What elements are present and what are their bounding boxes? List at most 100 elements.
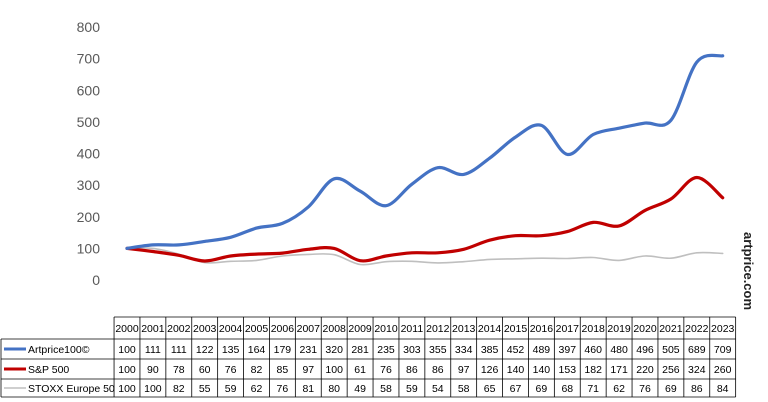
table-cell: 71: [587, 383, 599, 395]
y-tick-label: 600: [77, 82, 101, 98]
x-tick-label: 2017: [556, 323, 580, 335]
table-cell: 100: [325, 364, 343, 376]
x-tick-label: 2016: [530, 323, 554, 335]
table-cell: 689: [688, 344, 706, 356]
y-axis: 0 100 200 300 400 500 600 700 800: [77, 19, 101, 288]
table-cell: 126: [481, 364, 499, 376]
table-cell: 179: [274, 344, 292, 356]
series-lines: [125, 53, 725, 266]
x-tick-label: 2020: [633, 323, 657, 335]
table-cell: 65: [484, 383, 496, 395]
y-tick-label: 800: [77, 19, 101, 35]
table-cell: 397: [559, 344, 577, 356]
table-cell: 82: [173, 383, 185, 395]
table-cell: 76: [639, 383, 651, 395]
x-tick-label: 2010: [374, 323, 398, 335]
y-tick-label: 200: [77, 209, 101, 225]
table-cell: 281: [351, 344, 369, 356]
table-cell: 86: [406, 364, 418, 376]
table-cell: 385: [481, 344, 499, 356]
watermark-text: artprice.com: [741, 232, 756, 310]
table-cell: 84: [717, 383, 729, 395]
table-cell: 140: [507, 364, 525, 376]
table-cell: 69: [665, 383, 677, 395]
series-line-1: [125, 175, 725, 263]
data-table: 2000 2001 2002 2003 2004 2005 2006 2007 2008 2009…: [0, 316, 737, 398]
x-tick-label: 2021: [659, 323, 683, 335]
table-cell: 86: [691, 383, 703, 395]
table-cell: 78: [173, 364, 185, 376]
table-cell: 111: [171, 344, 187, 356]
x-tick-label: 2001: [141, 323, 165, 335]
y-tick-label: 700: [77, 51, 101, 67]
x-tick-label: 2022: [685, 323, 709, 335]
table-cell: 334: [455, 344, 473, 356]
x-tick-label: 2014: [478, 323, 502, 335]
table-cell: 76: [277, 383, 289, 395]
y-tick-label: 0: [92, 272, 100, 288]
table-cell: 355: [429, 344, 447, 356]
table-cell: 496: [636, 344, 654, 356]
table-cell: 60: [199, 364, 211, 376]
table-cell: 82: [251, 364, 263, 376]
table-cell: 69: [536, 383, 548, 395]
legend-label: S&P 500: [28, 364, 69, 376]
table-cell: 260: [714, 364, 732, 376]
table-cell: 90: [147, 364, 159, 376]
y-tick-label: 400: [77, 146, 101, 162]
table-cell: 505: [662, 344, 680, 356]
table-cell: 171: [610, 364, 628, 376]
table-cell: 122: [196, 344, 214, 356]
x-tick-label: 2023: [711, 323, 735, 335]
table-cell: 58: [458, 383, 470, 395]
table-cell: 100: [144, 383, 162, 395]
table-cell: 460: [584, 344, 602, 356]
table-cell: 86: [432, 364, 444, 376]
table-cell: 68: [561, 383, 573, 395]
table-cell: 256: [662, 364, 680, 376]
table-cell: 97: [302, 364, 314, 376]
table-cell: 164: [248, 344, 266, 356]
x-tick-label: 2003: [193, 323, 217, 335]
table-cell: 182: [584, 364, 602, 376]
table-cell: 111: [145, 344, 161, 356]
x-tick-label: 2000: [115, 323, 139, 335]
table-cell: 49: [354, 383, 366, 395]
legend-label: STOXX Europe 50: [28, 383, 115, 395]
table-cell: 153: [559, 364, 577, 376]
table-cell: 54: [432, 383, 444, 395]
table-cell: 97: [458, 364, 470, 376]
table-cell: 100: [118, 383, 136, 395]
table-cell: 135: [222, 344, 240, 356]
table-cell: 61: [354, 364, 366, 376]
table-cell: 59: [225, 383, 237, 395]
x-tick-label: 2005: [245, 323, 269, 335]
x-tick-label: 2011: [401, 323, 424, 335]
x-tick-label: 2009: [348, 323, 372, 335]
table-cell: 480: [610, 344, 628, 356]
table-cell: 67: [510, 383, 522, 395]
table-cell: 85: [277, 364, 289, 376]
x-tick-label: 2012: [426, 323, 450, 335]
table-cell: 324: [688, 364, 706, 376]
table-cell: 235: [377, 344, 395, 356]
table-cell: 62: [251, 383, 263, 395]
x-tick-label: 2002: [167, 323, 191, 335]
table-cell: 489: [533, 344, 551, 356]
table-cell: 80: [328, 383, 340, 395]
x-tick-label: 2006: [271, 323, 295, 335]
x-tick-label: 2013: [452, 323, 476, 335]
table-cell: 76: [225, 364, 237, 376]
table-cell: 62: [613, 383, 625, 395]
x-tick-label: 2008: [323, 323, 347, 335]
table-cell: 140: [533, 364, 551, 376]
y-tick-label: 500: [77, 114, 101, 130]
table-cell: 59: [406, 383, 418, 395]
table-cell: 320: [325, 344, 343, 356]
x-tick-label: 2019: [607, 323, 631, 335]
y-tick-label: 100: [77, 240, 101, 256]
y-tick-label: 300: [77, 177, 101, 193]
table-cell: 220: [636, 364, 654, 376]
x-tick-label: 2007: [297, 323, 321, 335]
